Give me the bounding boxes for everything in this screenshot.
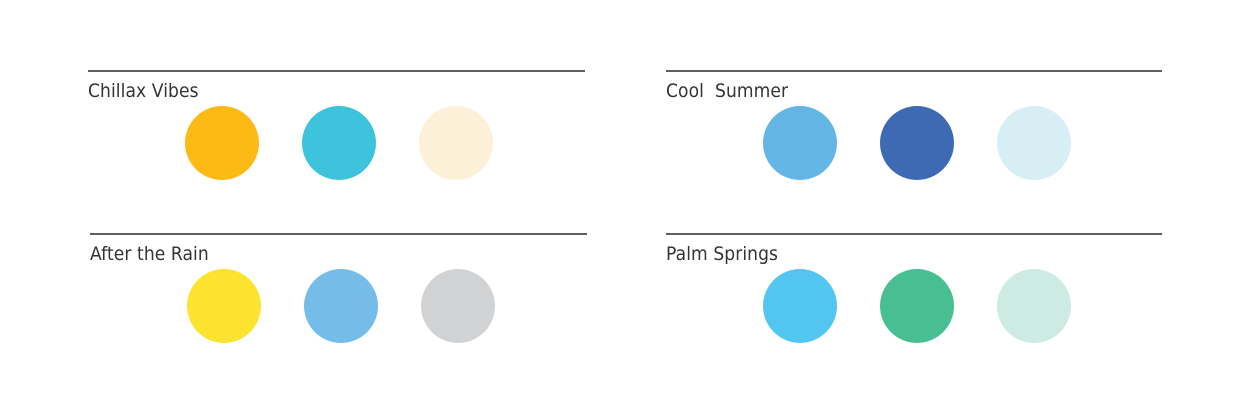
color-swatch: [302, 106, 376, 180]
palette-title: Palm Springs: [666, 243, 778, 265]
palette-title: After the Rain: [90, 243, 209, 265]
divider-line: [88, 70, 585, 72]
divider-line: [666, 233, 1162, 235]
color-swatch: [880, 269, 954, 343]
color-swatch: [185, 106, 259, 180]
color-swatch: [421, 269, 495, 343]
color-swatch: [419, 106, 493, 180]
divider-line: [666, 70, 1162, 72]
color-swatch: [997, 269, 1071, 343]
color-swatch: [997, 106, 1071, 180]
color-swatch: [304, 269, 378, 343]
divider-line: [90, 233, 587, 235]
palette-title: Chillax Vibes: [88, 80, 199, 102]
color-swatch: [763, 269, 837, 343]
color-swatch: [187, 269, 261, 343]
color-swatch: [763, 106, 837, 180]
palette-title: Cool Summer: [666, 80, 788, 102]
color-swatch: [880, 106, 954, 180]
